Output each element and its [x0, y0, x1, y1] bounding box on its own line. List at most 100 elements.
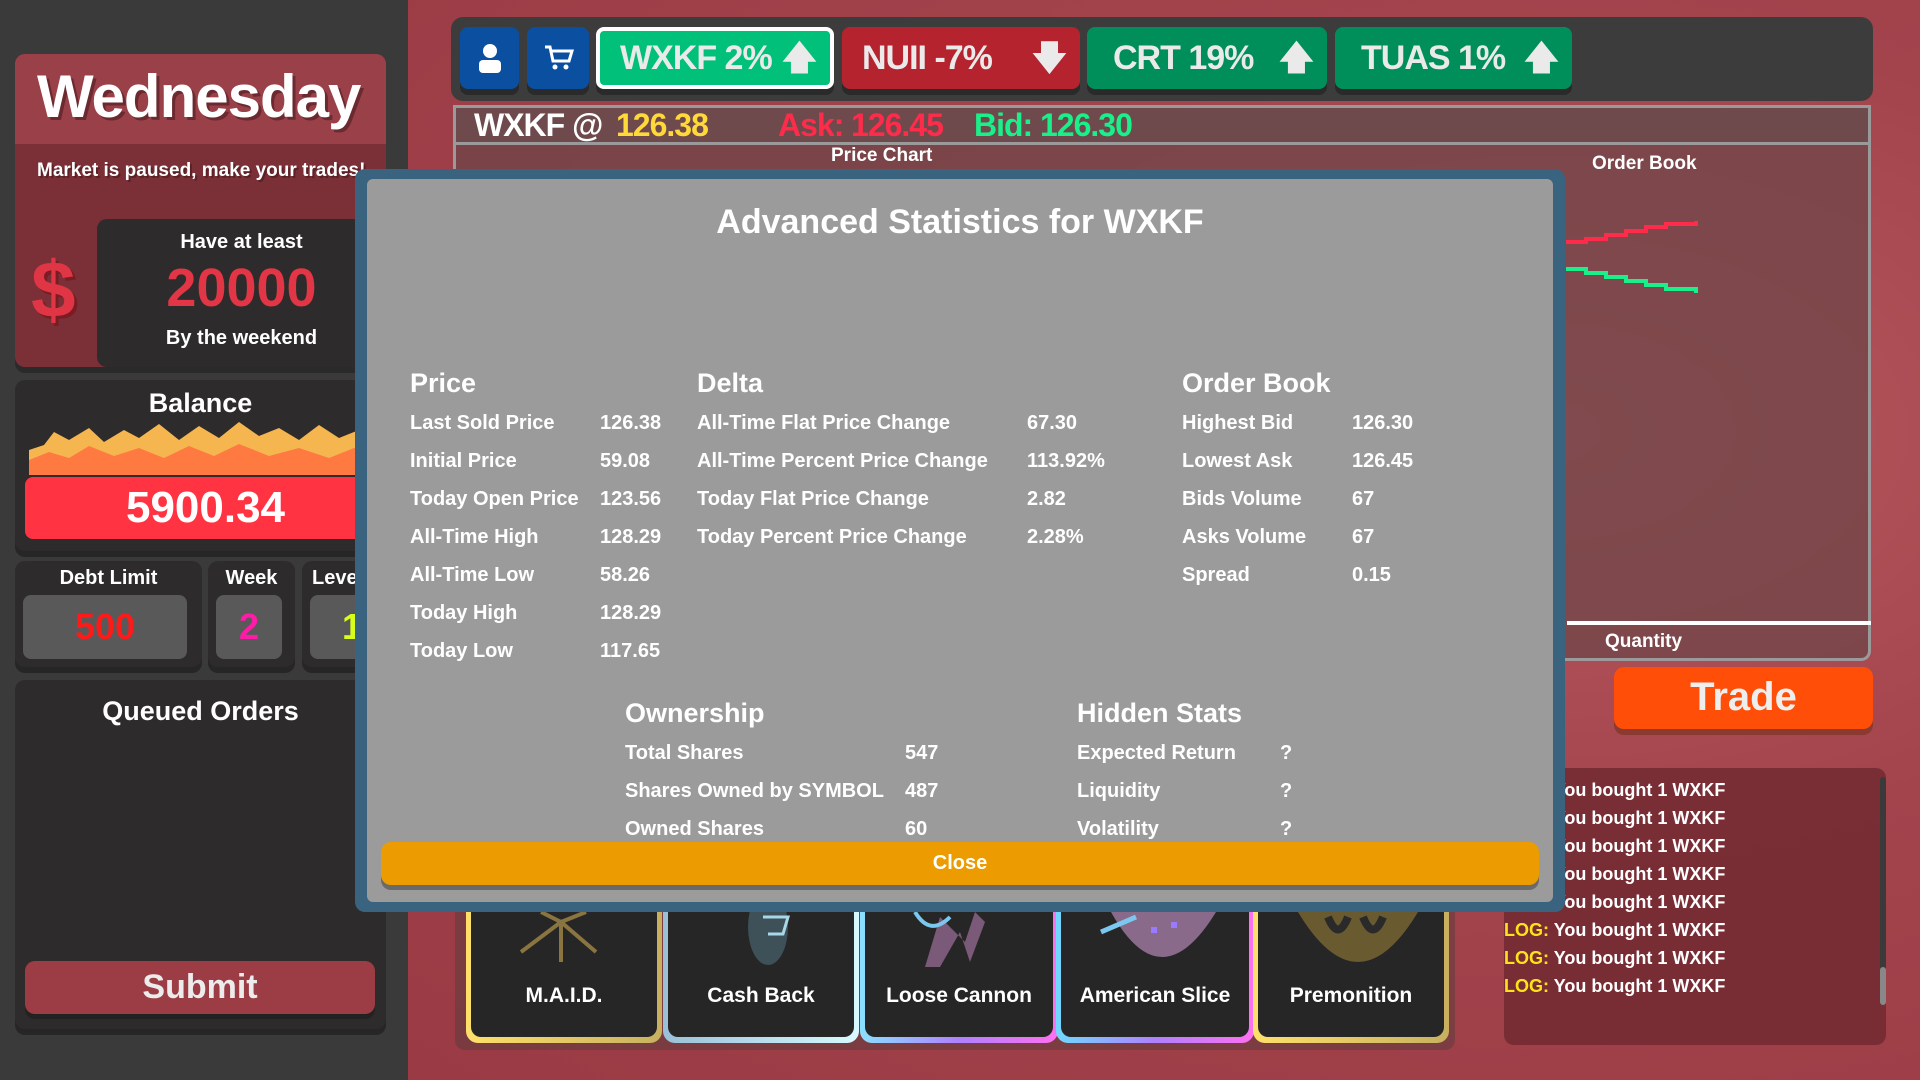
last-price: 126.38	[616, 107, 709, 143]
ticker-label: CRT 19%	[1113, 39, 1254, 77]
shop-button[interactable]	[527, 27, 589, 89]
card-name: Cash Back	[707, 984, 815, 1007]
ticker-tuas[interactable]: TUAS 1% 🡅	[1335, 27, 1572, 89]
user-icon	[479, 44, 501, 73]
stat-value: 126.30	[1352, 412, 1414, 434]
ownership-section-title: Ownership	[625, 698, 765, 728]
card-name: M.A.I.D.	[525, 984, 603, 1007]
card-name: American Slice	[1079, 984, 1231, 1007]
premonition-art-icon	[1298, 912, 1418, 962]
powerup-card-cash-back[interactable]: Cash Back	[663, 912, 859, 1043]
stat-value: 2.82	[1027, 488, 1066, 510]
bid-depth-line	[1566, 267, 1698, 293]
card-face: American Slice	[1061, 912, 1249, 1037]
hidden-section-title: Hidden Stats	[1077, 698, 1243, 728]
stat-value: 117.65	[600, 640, 661, 662]
day-card: Wednesday Market is paused, make your tr…	[15, 54, 386, 367]
order-book-chart	[1566, 221, 1698, 293]
stat-value: 126.45	[1352, 450, 1414, 472]
stat-label: All-Time Percent Price Change	[697, 450, 988, 472]
balance-value-box: 5900.34	[25, 477, 386, 539]
stat-label: Today High	[410, 602, 518, 624]
stat-label: Highest Bid	[1182, 412, 1294, 434]
log-text: You bought 1 WXKF	[1553, 836, 1726, 856]
balance-label: Balance	[148, 388, 253, 418]
price-section-title: Price	[410, 368, 477, 398]
log-line: LOG: You bought 1 WXKF	[1504, 920, 1725, 941]
level-label: Level	[312, 567, 364, 589]
stat-value: ?	[1280, 742, 1293, 764]
arrow-up-icon: 🡅	[1524, 39, 1559, 77]
stat-label: Last Sold Price	[410, 412, 555, 434]
debt-limit-label: Debt Limit	[59, 567, 158, 589]
card-name: Loose Cannon	[886, 984, 1032, 1007]
stat-label: Spread	[1182, 564, 1250, 586]
stat-value: 58.26	[600, 564, 651, 586]
price-chart-label: Price Chart	[831, 145, 933, 166]
stat-value: ?	[1280, 780, 1293, 802]
profile-button[interactable]	[460, 27, 519, 89]
card-face: Premonition	[1258, 912, 1444, 1037]
debt-limit-card: Debt Limit 500	[15, 561, 202, 667]
log-scrollbar[interactable]	[1880, 777, 1886, 1005]
close-button[interactable]: Close	[381, 842, 1539, 885]
powerup-card-loose-cannon[interactable]: Loose Cannon	[860, 912, 1058, 1043]
stat-label: Today Percent Price Change	[697, 526, 967, 548]
ask-depth-line	[1566, 221, 1698, 244]
log-tag: LOG:	[1504, 920, 1549, 940]
scrollbar-thumb[interactable]	[1880, 967, 1886, 1005]
ticker-wxkf[interactable]: WXKF 2% 🡅	[596, 27, 834, 89]
dollar-icon: $	[31, 245, 76, 334]
market-message: Market is paused, make your trades!	[37, 160, 366, 181]
week-value: 2	[216, 595, 282, 659]
log-text: You bought 1 WXKF	[1553, 948, 1726, 968]
log-tag: LOG:	[1504, 976, 1549, 996]
ticker-label: TUAS 1%	[1361, 39, 1506, 77]
log-line: LOG: You bought 1 WXKF	[1504, 976, 1725, 997]
ticker-label: NUII -7%	[862, 39, 993, 77]
quantity-label: Quantity	[1605, 631, 1683, 652]
stat-label: Asks Volume	[1182, 526, 1307, 548]
stat-label: Volatility	[1077, 818, 1159, 840]
stat-value: 126.38	[600, 412, 662, 434]
arrow-down-icon: 🡇	[1032, 39, 1067, 77]
goal-amount: 20000	[166, 258, 317, 318]
advanced-stats-modal: Advanced Statistics for WXKF Price Last S…	[355, 169, 1565, 912]
goal-suffix: By the weekend	[165, 327, 318, 349]
stat-value: 128.29	[600, 602, 662, 624]
goal-box: Have at least 20000 By the weekend	[97, 219, 386, 367]
debt-limit-value: 500	[23, 595, 187, 659]
card-face: M.A.I.D.	[471, 912, 657, 1037]
powerup-card-american-slice[interactable]: American Slice	[1056, 912, 1254, 1043]
stat-label: Today Flat Price Change	[697, 488, 929, 510]
quantity-slider[interactable]	[1567, 621, 1871, 625]
log-text: You bought 1 WXKF	[1553, 976, 1726, 996]
log-text: You bought 1 WXKF	[1553, 780, 1726, 800]
stat-label: Today Open Price	[410, 488, 579, 510]
stat-value: 123.56	[600, 488, 662, 510]
queued-orders-panel: Queued Orders Submit	[15, 680, 386, 1029]
cart-icon	[545, 45, 574, 70]
powerup-card-maid[interactable]: M.A.I.D.	[466, 912, 662, 1043]
submit-button[interactable]: Submit	[25, 961, 375, 1014]
card-face: Cash Back	[668, 912, 854, 1037]
ask-label: Ask:	[778, 107, 844, 143]
stat-value: 0.15	[1352, 564, 1391, 586]
stat-value: 60	[905, 818, 928, 840]
powerup-card-premonition[interactable]: Premonition	[1253, 912, 1449, 1043]
log-text: You bought 1 WXKF	[1553, 892, 1726, 912]
stat-value: 113.92%	[1027, 450, 1105, 472]
log-line: LOG: You bought 1 WXKF	[1504, 948, 1725, 969]
ticker-crt[interactable]: CRT 19% 🡅	[1087, 27, 1327, 89]
ticker-nuii[interactable]: NUII -7% 🡇	[842, 27, 1080, 89]
arrow-up-icon: 🡅	[782, 39, 817, 77]
order-book-label: Order Book	[1592, 153, 1697, 174]
log-panel: LOG: You bought 1 WXKF LOG: You bought 1…	[1504, 768, 1886, 1045]
maid-art-icon	[519, 912, 598, 962]
stat-label: Initial Price	[410, 450, 517, 472]
stat-value: 487	[905, 780, 939, 802]
goal-prefix: Have at least	[180, 231, 303, 253]
stat-label: Bids Volume	[1182, 488, 1302, 510]
ask-price: 126.45	[851, 107, 944, 143]
trade-button[interactable]: Trade	[1614, 667, 1873, 729]
